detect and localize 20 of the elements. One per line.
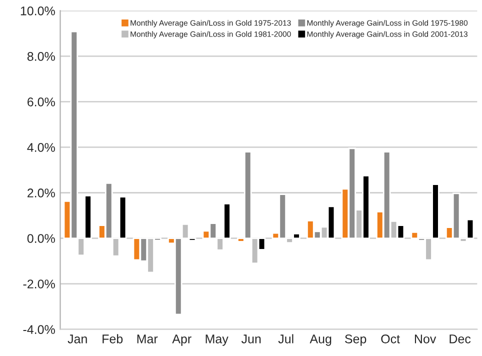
y-tick-label: 8.0% [27,52,55,61]
x-tick-label: Jul [278,334,294,344]
x-tick-label: May [206,334,228,346]
y-tick-label: 2.0% [28,188,55,198]
y-tick-label: 0.0% [27,234,55,243]
y-tick-label: -2.0% [23,280,55,288]
y-tick-label: -4.0% [23,325,55,334]
x-tick-label: Dec [450,334,471,344]
x-tick-label: Feb [102,334,123,344]
x-tick-label: Mar [137,334,158,344]
x-tick-label: Oct [381,334,400,344]
x-tick-label: Aug [310,334,332,346]
x-tick-label: Sep [345,334,366,346]
y-tick-label: 10.0% [20,6,55,16]
y-tick-label: 6.0% [28,98,55,106]
x-tick-label: Nov [414,334,436,344]
x-tick-label: Jan [68,334,87,344]
y-tick-label: 4.0% [27,143,55,152]
x-tick-label: Jun [241,334,261,344]
x-tick-label: Apr [172,334,192,346]
